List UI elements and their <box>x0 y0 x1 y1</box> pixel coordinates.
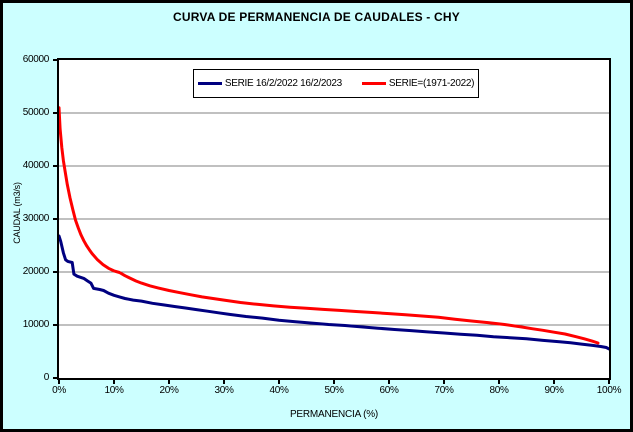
x-tick-label: 0% <box>52 385 66 396</box>
x-tick-label: 100% <box>596 385 622 396</box>
legend-entry-serie-1971-2022: SERIE=(1971-2022) <box>361 78 475 89</box>
legend-line-swatch-red <box>361 82 386 85</box>
x-tick-label: 40% <box>269 385 289 396</box>
x-tick-label: 50% <box>324 385 344 396</box>
x-tick-label: 10% <box>104 385 124 396</box>
legend: SERIE 16/2/2022 16/2/2023 SERIE=(1971-20… <box>193 69 479 98</box>
x-tick-mark <box>388 380 390 384</box>
y-tick-label: 40000 <box>22 160 50 171</box>
plot-area: SERIE 16/2/2022 16/2/2023 SERIE=(1971-20… <box>57 58 611 380</box>
x-tick-mark <box>223 380 225 384</box>
x-axis-title: PERMANENCIA (%) <box>289 409 379 420</box>
y-tick-mark <box>53 112 57 114</box>
legend-label: SERIE 16/2/2022 16/2/2023 <box>224 78 342 89</box>
x-tick-label: 80% <box>489 385 509 396</box>
chart-title: CURVA DE PERMANENCIA DE CAUDALES - CHY <box>173 10 460 24</box>
series-line-0 <box>59 234 609 351</box>
x-tick-mark <box>608 380 610 384</box>
legend-line-swatch-blue <box>197 82 222 85</box>
x-tick-label: 60% <box>379 385 399 396</box>
x-tick-label: 70% <box>434 385 454 396</box>
y-tick-mark <box>53 218 57 220</box>
x-tick-mark <box>333 380 335 384</box>
x-tick-label: 30% <box>214 385 234 396</box>
y-tick-label: 30000 <box>22 213 50 224</box>
x-tick-mark <box>443 380 445 384</box>
y-tick-mark <box>53 59 57 61</box>
x-tick-mark <box>113 380 115 384</box>
x-tick-mark <box>498 380 500 384</box>
legend-entry-serie-2022-2023: SERIE 16/2/2022 16/2/2023 <box>197 78 342 89</box>
y-tick-mark <box>53 324 57 326</box>
curves-svg <box>59 106 609 351</box>
y-tick-label: 20000 <box>22 266 50 277</box>
y-tick-label: 60000 <box>22 54 50 65</box>
y-tick-label: 50000 <box>22 107 50 118</box>
x-tick-mark <box>553 380 555 384</box>
y-tick-label: 0 <box>43 372 50 383</box>
x-tick-label: 90% <box>544 385 564 396</box>
y-tick-label: 10000 <box>22 319 50 330</box>
x-tick-label: 20% <box>159 385 179 396</box>
legend-label: SERIE=(1971-2022) <box>388 78 475 89</box>
y-tick-mark <box>53 271 57 273</box>
x-tick-mark <box>278 380 280 384</box>
y-tick-mark <box>53 377 57 379</box>
series-line-1 <box>59 106 600 345</box>
x-tick-mark <box>58 380 60 384</box>
x-tick-mark <box>168 380 170 384</box>
y-tick-mark <box>53 165 57 167</box>
